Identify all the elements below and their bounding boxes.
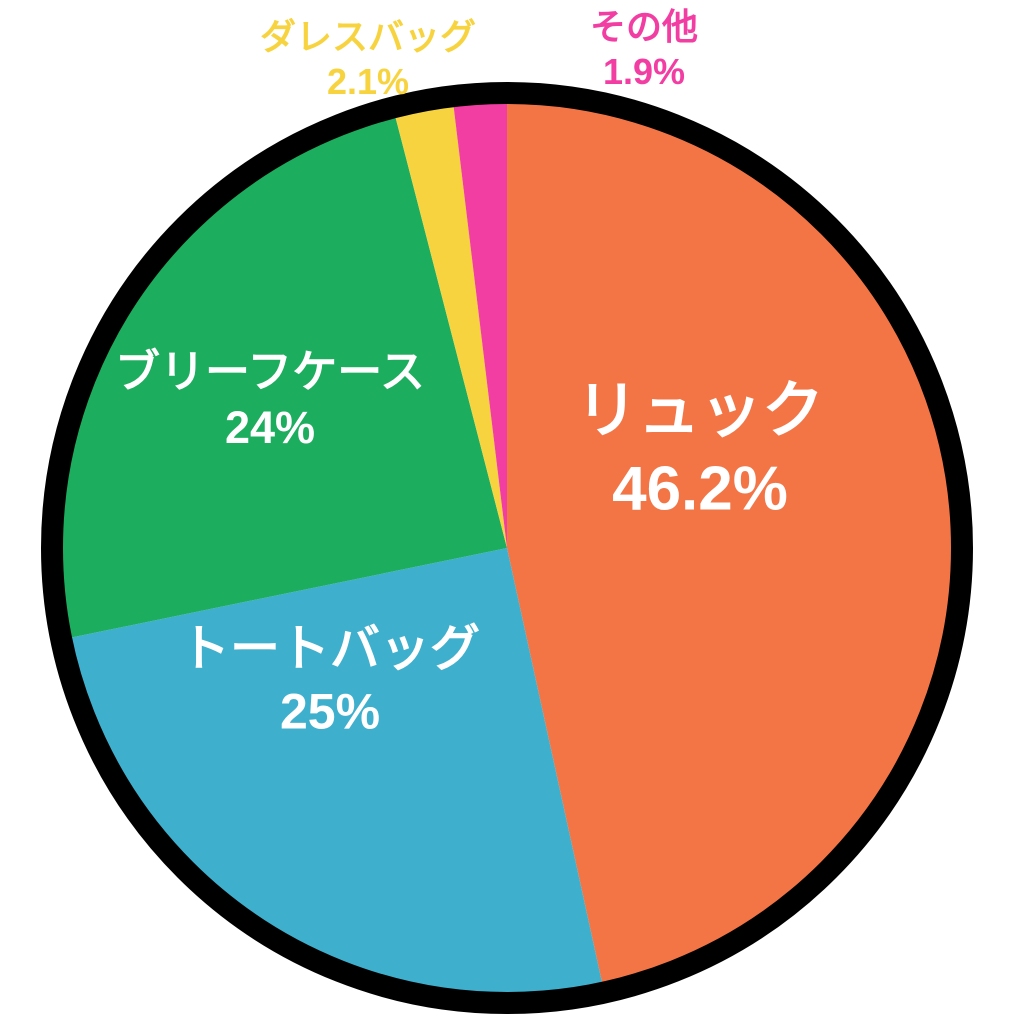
slice-label: トートバッグ25% xyxy=(180,618,480,743)
pie-slice xyxy=(507,93,962,992)
pie-svg xyxy=(0,0,1013,1024)
slice-label-name: ダレスバッグ xyxy=(260,14,476,59)
slice-label-value: 25% xyxy=(180,680,480,743)
slice-label-value: 24% xyxy=(115,400,425,456)
slice-label-value: 46.2% xyxy=(576,450,824,528)
pie-chart: リュック46.2% トートバッグ25% ブリーフケース24% ダレスバッグ2.1% その… xyxy=(0,0,1013,1024)
slice-label: その他1.9% xyxy=(590,4,698,94)
slice-label-value: 1.9% xyxy=(590,49,698,94)
slice-label: ブリーフケース24% xyxy=(115,344,425,457)
slice-label-name: ブリーフケース xyxy=(115,344,425,400)
slice-label-name: リュック xyxy=(576,373,824,451)
slice-label: ダレスバッグ2.1% xyxy=(260,14,476,104)
slice-label-name: トートバッグ xyxy=(180,618,480,681)
slice-label: リュック46.2% xyxy=(576,373,824,528)
slice-label-value: 2.1% xyxy=(260,59,476,104)
slice-label-name: その他 xyxy=(590,4,698,49)
